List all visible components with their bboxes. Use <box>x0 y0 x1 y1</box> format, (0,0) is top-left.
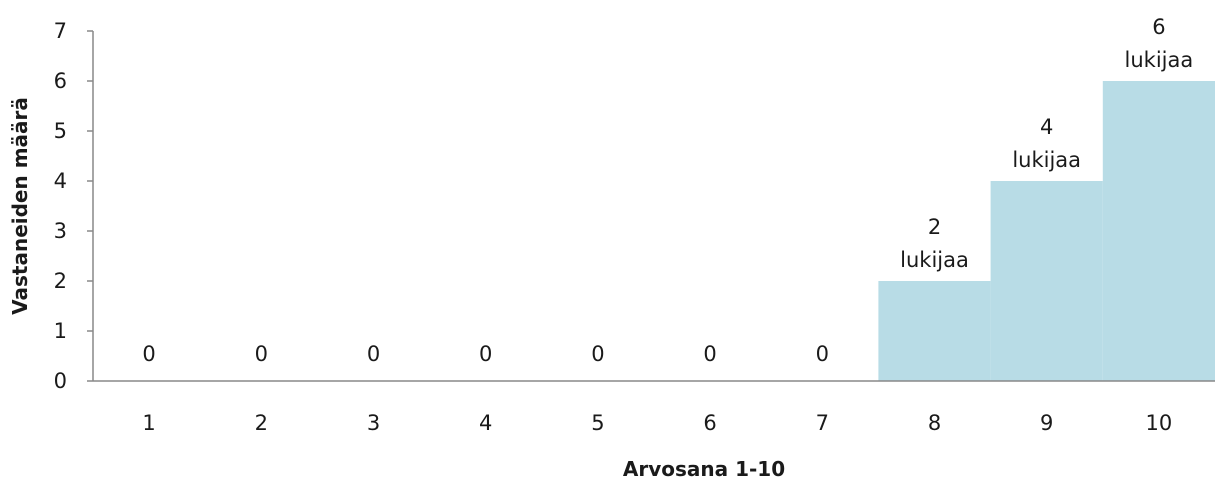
data-label: 2 <box>928 215 941 239</box>
data-label: 0 <box>816 342 829 366</box>
data-label: lukijaa <box>900 248 969 272</box>
x-tick-label: 8 <box>928 411 941 435</box>
data-label: 0 <box>479 342 492 366</box>
data-labels-group: 0 0 0 0 0 0 0 2 lukijaa 4 lukijaa 6 lukijaa <box>142 15 1193 366</box>
data-label: 0 <box>255 342 268 366</box>
x-tick-label: 9 <box>1040 411 1053 435</box>
x-tick-label: 5 <box>591 411 604 435</box>
bar-8 <box>878 281 991 381</box>
x-axis-title: Arvosana 1-10 <box>623 457 785 481</box>
data-label: 0 <box>591 342 604 366</box>
bar-10 <box>1102 81 1215 381</box>
y-tick-label: 1 <box>54 319 67 343</box>
y-tick-label: 3 <box>54 219 67 243</box>
data-label: lukijaa <box>1012 148 1081 172</box>
bars-group <box>878 81 1215 381</box>
y-tick-label: 0 <box>54 369 67 393</box>
x-tick-label: 6 <box>703 411 716 435</box>
x-tick-label: 2 <box>255 411 268 435</box>
data-label: 0 <box>703 342 716 366</box>
data-label: 6 <box>1152 15 1165 39</box>
y-tick-label: 5 <box>54 119 67 143</box>
x-tick-label: 10 <box>1146 411 1173 435</box>
x-ticks-group: 1 2 3 4 5 6 7 8 9 10 <box>142 411 1172 435</box>
data-label: lukijaa <box>1125 48 1194 72</box>
x-tick-label: 7 <box>816 411 829 435</box>
x-tick-label: 3 <box>367 411 380 435</box>
x-tick-label: 1 <box>142 411 155 435</box>
data-label: 0 <box>367 342 380 366</box>
data-label: 0 <box>142 342 155 366</box>
y-ticks-group: 0 1 2 3 4 5 6 7 <box>54 19 93 393</box>
y-axis-title: Vastaneiden määrä <box>8 97 32 315</box>
y-tick-label: 2 <box>54 269 67 293</box>
y-tick-label: 7 <box>54 19 67 43</box>
y-tick-label: 6 <box>54 69 67 93</box>
y-tick-label: 4 <box>54 169 67 193</box>
data-label: 4 <box>1040 115 1053 139</box>
x-tick-label: 4 <box>479 411 492 435</box>
bar-9 <box>990 181 1103 381</box>
axes-group <box>92 31 1215 382</box>
